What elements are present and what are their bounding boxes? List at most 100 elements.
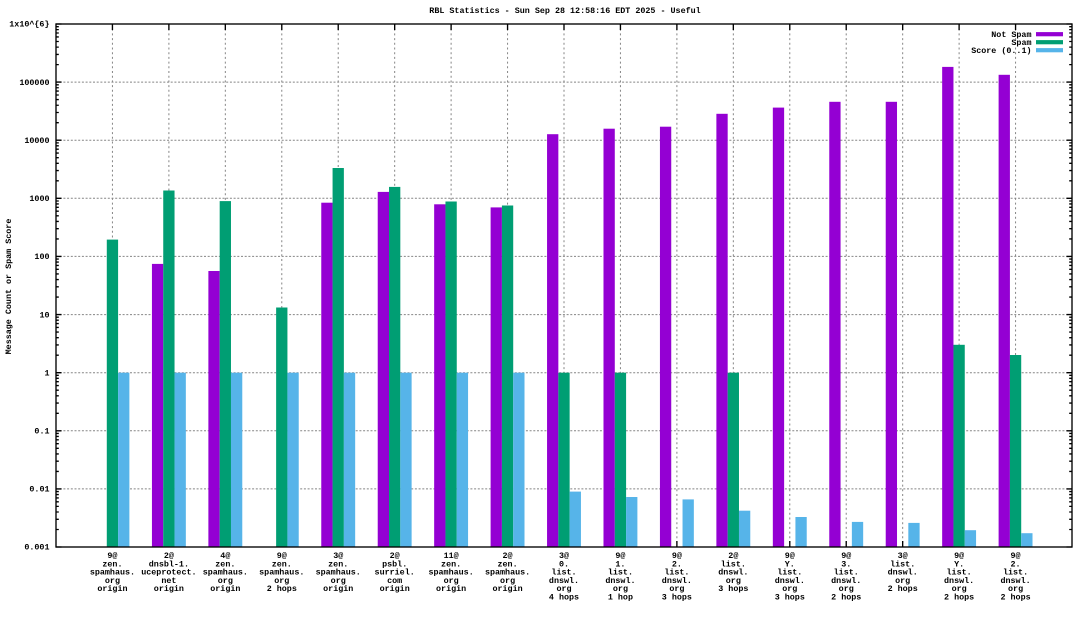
svg-text:origin: origin bbox=[97, 584, 127, 594]
svg-text:zen.: zen. bbox=[215, 559, 235, 569]
svg-text:spamhaus.: spamhaus. bbox=[259, 568, 304, 578]
svg-text:com: com bbox=[387, 576, 402, 586]
svg-text:org: org bbox=[500, 576, 515, 586]
svg-text:list.: list. bbox=[664, 568, 689, 578]
svg-text:10000: 10000 bbox=[24, 136, 49, 146]
svg-text:org: org bbox=[952, 584, 967, 594]
svg-text:org: org bbox=[895, 576, 910, 586]
svg-text:zen.: zen. bbox=[328, 559, 348, 569]
svg-text:0.: 0. bbox=[559, 559, 569, 569]
svg-text:2.: 2. bbox=[672, 559, 682, 569]
svg-text:9@: 9@ bbox=[1011, 551, 1021, 561]
svg-text:spamhaus.: spamhaus. bbox=[316, 568, 361, 578]
svg-text:3@: 3@ bbox=[898, 551, 908, 561]
svg-text:2@: 2@ bbox=[390, 551, 400, 561]
svg-text:list.: list. bbox=[608, 568, 633, 578]
svg-text:0.1: 0.1 bbox=[34, 426, 49, 436]
svg-text:uceprotect.: uceprotect. bbox=[141, 568, 196, 578]
svg-text:Message Count or Spam Score: Message Count or Spam Score bbox=[4, 219, 14, 355]
svg-text:list.: list. bbox=[890, 559, 915, 569]
svg-text:3.: 3. bbox=[841, 559, 851, 569]
svg-text:1000: 1000 bbox=[29, 194, 49, 204]
svg-text:100: 100 bbox=[34, 252, 49, 262]
svg-text:org: org bbox=[556, 584, 571, 594]
svg-text:dnswl.: dnswl. bbox=[944, 576, 974, 586]
svg-text:org: org bbox=[331, 576, 346, 586]
svg-text:origin: origin bbox=[154, 584, 184, 594]
svg-text:9@: 9@ bbox=[672, 551, 682, 561]
svg-text:origin: origin bbox=[380, 584, 410, 594]
svg-text:4 hops: 4 hops bbox=[549, 592, 579, 602]
svg-text:2 hops: 2 hops bbox=[888, 584, 918, 594]
svg-text:org: org bbox=[839, 584, 854, 594]
svg-text:Y.: Y. bbox=[954, 559, 964, 569]
svg-text:dnswl.: dnswl. bbox=[662, 576, 692, 586]
svg-text:dnswl.: dnswl. bbox=[605, 576, 635, 586]
svg-text:100000: 100000 bbox=[19, 78, 49, 88]
svg-text:list.: list. bbox=[947, 568, 972, 578]
svg-text:spamhaus.: spamhaus. bbox=[90, 568, 135, 578]
svg-text:dnswl.: dnswl. bbox=[718, 568, 748, 578]
svg-text:9@: 9@ bbox=[107, 551, 117, 561]
svg-text:2.: 2. bbox=[1011, 559, 1021, 569]
svg-text:3 hops: 3 hops bbox=[775, 592, 805, 602]
svg-text:dnswl.: dnswl. bbox=[775, 576, 805, 586]
svg-text:list.: list. bbox=[551, 568, 576, 578]
svg-text:zen.: zen. bbox=[102, 559, 122, 569]
svg-text:3 hops: 3 hops bbox=[662, 592, 692, 602]
svg-text:org: org bbox=[613, 584, 628, 594]
svg-text:dnswl.: dnswl. bbox=[888, 568, 918, 578]
svg-text:0.01: 0.01 bbox=[29, 485, 49, 495]
svg-text:dnsbl-1.: dnsbl-1. bbox=[149, 559, 189, 569]
svg-text:2@: 2@ bbox=[503, 551, 513, 561]
svg-text:3 hops: 3 hops bbox=[718, 584, 748, 594]
svg-text:org: org bbox=[218, 576, 233, 586]
svg-text:9@: 9@ bbox=[785, 551, 795, 561]
svg-text:org: org bbox=[669, 584, 684, 594]
svg-text:2 hops: 2 hops bbox=[1000, 592, 1030, 602]
svg-text:0.001: 0.001 bbox=[24, 543, 49, 553]
svg-text:zen.: zen. bbox=[272, 559, 292, 569]
svg-text:Score (0..1): Score (0..1) bbox=[971, 46, 1031, 56]
svg-text:1.: 1. bbox=[615, 559, 625, 569]
svg-text:spamhaus.: spamhaus. bbox=[485, 568, 530, 578]
svg-text:dnswl.: dnswl. bbox=[1000, 576, 1030, 586]
svg-text:net: net bbox=[161, 576, 176, 586]
svg-text:list.: list. bbox=[721, 559, 746, 569]
svg-text:Y.: Y. bbox=[785, 559, 795, 569]
svg-text:origin: origin bbox=[492, 584, 522, 594]
svg-text:zen.: zen. bbox=[498, 559, 518, 569]
svg-text:psbl.: psbl. bbox=[382, 559, 407, 569]
svg-text:3@: 3@ bbox=[559, 551, 569, 561]
svg-text:1: 1 bbox=[44, 368, 49, 378]
svg-text:Not Spam: Not Spam bbox=[991, 30, 1031, 40]
svg-text:2 hops: 2 hops bbox=[944, 592, 974, 602]
svg-text:org: org bbox=[444, 576, 459, 586]
svg-text:Spam: Spam bbox=[1011, 38, 1031, 48]
svg-text:org: org bbox=[782, 584, 797, 594]
svg-text:9@: 9@ bbox=[277, 551, 287, 561]
svg-text:1x10^{6}: 1x10^{6} bbox=[9, 20, 49, 30]
svg-text:org: org bbox=[274, 576, 289, 586]
svg-text:list.: list. bbox=[1003, 568, 1028, 578]
svg-text:spamhaus.: spamhaus. bbox=[428, 568, 473, 578]
svg-text:org: org bbox=[726, 576, 741, 586]
svg-text:10: 10 bbox=[39, 310, 49, 320]
svg-text:org: org bbox=[105, 576, 120, 586]
svg-text:dnswl.: dnswl. bbox=[549, 576, 579, 586]
svg-text:2 hops: 2 hops bbox=[831, 592, 861, 602]
svg-text:origin: origin bbox=[210, 584, 240, 594]
svg-text:RBL Statistics - Sun Sep 28 12: RBL Statistics - Sun Sep 28 12:58:16 EDT… bbox=[429, 6, 700, 16]
svg-text:origin: origin bbox=[436, 584, 466, 594]
svg-text:list.: list. bbox=[777, 568, 802, 578]
svg-text:4@: 4@ bbox=[220, 551, 230, 561]
svg-text:9@: 9@ bbox=[954, 551, 964, 561]
svg-text:2 hops: 2 hops bbox=[267, 584, 297, 594]
svg-text:zen.: zen. bbox=[441, 559, 461, 569]
svg-text:org: org bbox=[1008, 584, 1023, 594]
svg-text:list.: list. bbox=[834, 568, 859, 578]
svg-text:9@: 9@ bbox=[615, 551, 625, 561]
svg-text:3@: 3@ bbox=[333, 551, 343, 561]
svg-text:1 hop: 1 hop bbox=[608, 592, 633, 602]
svg-text:dnswl.: dnswl. bbox=[831, 576, 861, 586]
